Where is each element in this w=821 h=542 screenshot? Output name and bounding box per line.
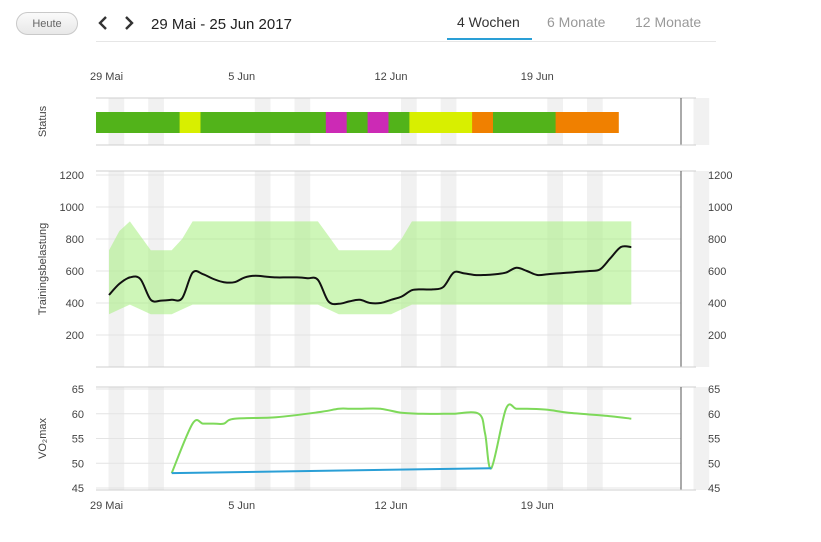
status-segment — [179, 112, 201, 133]
load-y-tick-right: 800 — [708, 234, 726, 246]
load-series-line — [108, 245, 632, 306]
load-y-tick-left: 1000 — [60, 202, 84, 214]
x-tick-label-bottom: 29 Mai — [90, 500, 123, 512]
status-segment — [367, 112, 389, 133]
load-weekend-stripe — [693, 171, 710, 367]
load-y-tick-right: 400 — [708, 298, 726, 310]
load-y-tick-left: 200 — [66, 330, 84, 342]
chevron-left-icon[interactable] — [96, 14, 110, 32]
load-optimal-band — [109, 221, 632, 315]
load-y-tick-right: 200 — [708, 330, 726, 342]
vo2-y-tick-left: 65 — [72, 384, 84, 396]
x-tick-label-top: 29 Mai — [90, 71, 123, 83]
status-axis-title: Status — [37, 105, 49, 137]
load-y-tick-right: 1200 — [708, 170, 732, 182]
vo2-y-tick-left: 55 — [72, 434, 84, 446]
chart-area: 29 Mai 5 Jun 12 Jun 19 Jun Status 200 200 400 40… — [37, 71, 732, 512]
status-segment — [555, 112, 619, 133]
x-tick-label-bottom: 5 Jun — [228, 500, 255, 512]
load-y-tick-right: 1000 — [708, 202, 732, 214]
load-axis-title: Trainingsbelastung — [37, 223, 49, 316]
status-segment — [96, 112, 181, 133]
status-segment — [346, 112, 369, 133]
active-tab-indicator — [447, 38, 532, 40]
tab-12-monate[interactable]: 12 Monate — [635, 14, 702, 30]
toolbar-divider — [96, 41, 716, 42]
tab-4-wochen[interactable]: 4 Wochen — [457, 14, 520, 30]
x-tick-label-top: 5 Jun — [228, 71, 255, 83]
chevron-right-icon[interactable] — [122, 14, 136, 32]
x-tick-label-top: 19 Jun — [521, 71, 554, 83]
status-segment — [493, 112, 557, 133]
load-y-tick-left: 400 — [66, 298, 84, 310]
vo2-y-tick-right: 45 — [708, 483, 720, 495]
vo2-y-tick-right: 55 — [708, 434, 720, 446]
x-tick-label-bottom: 12 Jun — [375, 500, 408, 512]
tab-6-monate[interactable]: 6 Monate — [547, 14, 606, 30]
vo2-y-tick-right: 65 — [708, 384, 720, 396]
today-button[interactable]: Heute — [16, 12, 78, 35]
vo2-y-tick-left: 60 — [72, 409, 84, 421]
status-segment — [388, 112, 410, 133]
status-segment — [409, 112, 473, 133]
date-range-label: 29 Mai - 25 Jun 2017 — [151, 16, 292, 33]
vo2-series-line — [170, 403, 632, 474]
status-weekend-stripe — [693, 98, 710, 145]
load-y-tick-right: 600 — [708, 266, 726, 278]
vo2-y-tick-left: 50 — [72, 458, 84, 470]
status-segment — [472, 112, 494, 133]
vo2-y-tick-right: 60 — [708, 409, 720, 421]
x-tick-label-top: 12 Jun — [375, 71, 408, 83]
toolbar: Heute 29 Mai - 25 Jun 2017 4 Wochen 6 Mo… — [0, 0, 821, 44]
vo2-y-tick-left: 45 — [72, 483, 84, 495]
x-tick-label-bottom: 19 Jun — [521, 500, 554, 512]
status-segment — [325, 112, 348, 133]
vo2-y-tick-right: 50 — [708, 458, 720, 470]
vo2-trend-line — [171, 467, 492, 475]
vo2-weekend-stripe — [693, 387, 710, 490]
load-y-tick-left: 1200 — [60, 170, 84, 182]
status-segment — [200, 112, 327, 133]
vo2-axis-title: VO₂max — [37, 418, 49, 459]
load-y-tick-left: 800 — [66, 234, 84, 246]
load-y-tick-left: 600 — [66, 266, 84, 278]
